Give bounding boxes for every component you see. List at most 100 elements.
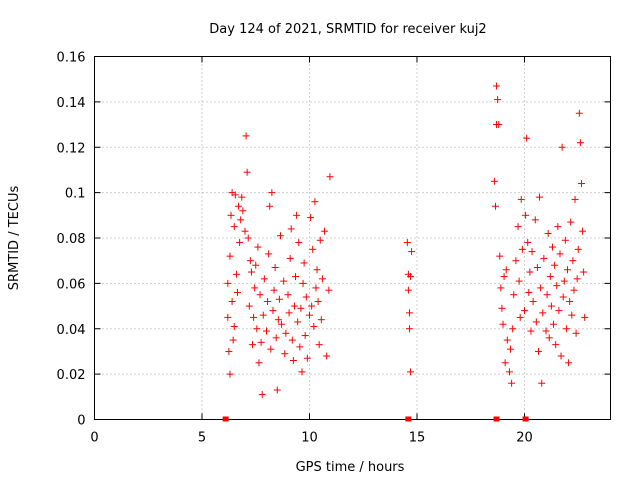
data-point bbox=[280, 277, 288, 285]
data-point bbox=[252, 261, 260, 269]
data-point bbox=[567, 218, 575, 226]
data-point bbox=[568, 311, 576, 319]
data-point bbox=[575, 109, 583, 117]
data-point bbox=[500, 273, 508, 281]
data-point bbox=[318, 275, 326, 283]
data-point bbox=[251, 284, 259, 292]
data-point bbox=[497, 284, 505, 292]
data-point bbox=[502, 266, 510, 274]
data-point bbox=[533, 263, 541, 271]
data-point bbox=[579, 227, 587, 235]
data-point bbox=[405, 325, 413, 333]
data-point bbox=[566, 298, 574, 306]
data-point bbox=[326, 173, 334, 181]
data-point bbox=[548, 243, 556, 251]
data-point bbox=[571, 195, 579, 203]
x-tick-label: 15 bbox=[409, 431, 426, 446]
y-tick-label: 0.14 bbox=[57, 96, 86, 111]
data-point bbox=[493, 82, 501, 90]
data-point bbox=[245, 302, 253, 310]
data-point bbox=[501, 359, 509, 367]
data-point bbox=[308, 302, 316, 310]
data-point bbox=[266, 202, 274, 210]
zero-marker bbox=[405, 416, 412, 422]
data-point bbox=[289, 357, 297, 365]
data-point bbox=[226, 252, 234, 260]
data-point bbox=[569, 257, 577, 265]
data-point bbox=[550, 320, 558, 328]
data-point bbox=[263, 327, 270, 335]
data-point bbox=[237, 216, 245, 224]
data-point bbox=[307, 214, 315, 222]
data-point bbox=[525, 288, 533, 296]
data-point bbox=[565, 359, 573, 367]
data-point bbox=[490, 177, 498, 185]
y-tick-label: 0.16 bbox=[57, 51, 86, 66]
data-point bbox=[311, 198, 319, 206]
data-point bbox=[293, 211, 301, 219]
data-point bbox=[540, 254, 548, 262]
data-point bbox=[544, 229, 552, 237]
data-point bbox=[231, 191, 239, 199]
data-point bbox=[526, 268, 534, 276]
data-point bbox=[306, 311, 313, 319]
data-point bbox=[295, 239, 303, 247]
data-point bbox=[534, 347, 542, 355]
data-point bbox=[560, 277, 568, 285]
data-point bbox=[323, 352, 331, 360]
data-point bbox=[285, 309, 293, 317]
data-point bbox=[292, 273, 300, 281]
data-point bbox=[557, 352, 565, 360]
data-point bbox=[228, 298, 236, 306]
data-point bbox=[529, 298, 537, 306]
data-point bbox=[258, 391, 266, 399]
data-point bbox=[226, 370, 234, 378]
data-point bbox=[302, 293, 310, 301]
y-tick-label: 0 bbox=[77, 414, 85, 429]
data-point bbox=[253, 325, 261, 333]
data-point bbox=[551, 261, 559, 269]
data-point bbox=[577, 180, 585, 188]
data-point bbox=[267, 345, 275, 353]
data-point bbox=[233, 288, 241, 296]
data-point bbox=[498, 304, 506, 312]
data-point bbox=[272, 334, 280, 342]
data-point bbox=[244, 234, 252, 242]
data-point bbox=[491, 202, 499, 210]
data-point bbox=[495, 121, 503, 129]
data-point bbox=[505, 368, 513, 376]
data-point bbox=[301, 332, 309, 340]
data-point bbox=[296, 343, 304, 351]
data-point bbox=[507, 345, 515, 353]
data-point bbox=[576, 139, 584, 147]
data-point bbox=[543, 291, 551, 299]
data-point bbox=[229, 336, 237, 344]
zero-marker bbox=[522, 416, 529, 422]
data-point bbox=[303, 354, 311, 362]
data-point bbox=[553, 282, 561, 290]
data-point bbox=[264, 298, 272, 306]
data-point bbox=[407, 273, 415, 281]
y-tick-label: 0.06 bbox=[57, 277, 86, 292]
data-point bbox=[542, 327, 550, 335]
data-point bbox=[527, 327, 535, 335]
data-point bbox=[230, 223, 238, 231]
data-point bbox=[247, 268, 255, 276]
data-point bbox=[517, 195, 525, 203]
data-point bbox=[407, 368, 415, 376]
data-point bbox=[545, 334, 553, 342]
data-point bbox=[405, 309, 413, 317]
data-point bbox=[294, 318, 302, 326]
data-point bbox=[537, 284, 545, 292]
data-point bbox=[512, 257, 520, 265]
data-point bbox=[225, 347, 233, 355]
data-point bbox=[310, 322, 318, 330]
data-point bbox=[297, 304, 305, 312]
points-layer bbox=[222, 82, 589, 422]
data-point bbox=[314, 298, 322, 306]
data-point bbox=[255, 359, 263, 367]
data-point bbox=[547, 302, 555, 310]
data-point bbox=[287, 225, 295, 233]
data-point bbox=[313, 266, 321, 274]
